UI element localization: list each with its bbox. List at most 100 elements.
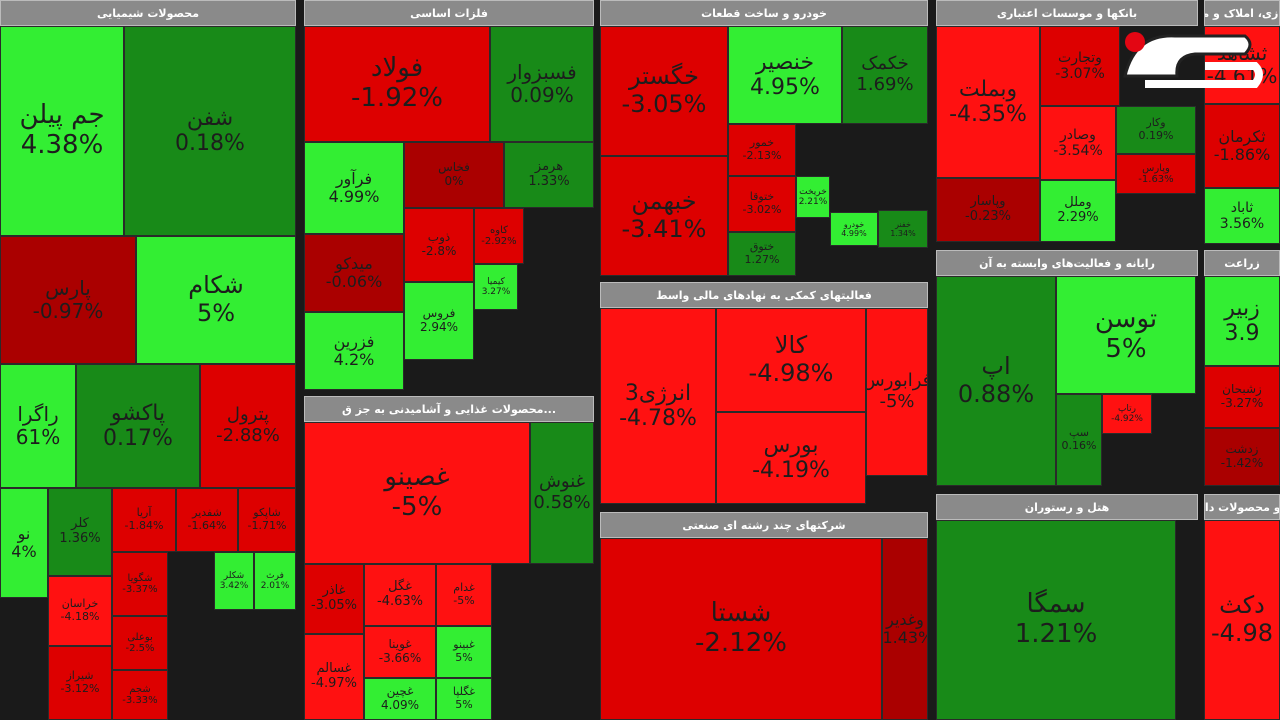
tile-change: 0.88% xyxy=(958,381,1034,409)
treemap-tile[interactable]: خراسان -4.18% xyxy=(48,576,112,646)
treemap-tile[interactable]: غچین 4.09% xyxy=(364,678,436,720)
treemap-tile[interactable]: خگستر -3.05% xyxy=(600,26,728,156)
tile-symbol: میدکو xyxy=(335,255,373,273)
treemap-tile[interactable]: شگویا -3.37% xyxy=(112,552,168,616)
treemap-tile[interactable]: غوینا -3.66% xyxy=(364,626,436,678)
treemap-tile[interactable]: خمور -2.13% xyxy=(728,124,796,176)
tile-change: 1.27% xyxy=(745,254,780,267)
treemap-tile[interactable]: ذوب -2.8% xyxy=(404,208,474,282)
treemap-tile[interactable]: اپ 0.88% xyxy=(936,276,1056,486)
treemap-tile[interactable]: وبملت -4.35% xyxy=(936,26,1040,178)
tile-symbol: وپاسار xyxy=(971,195,1006,210)
treemap-tile[interactable]: شکام 5% xyxy=(136,236,296,364)
tile-change: 1.36% xyxy=(59,532,100,547)
treemap-tile[interactable]: انرژی3 -4.78% xyxy=(600,308,716,504)
treemap-tile[interactable]: خودرو 4.99% xyxy=(830,212,878,246)
sector-header: شرکتهای چند رشته ای صنعتی xyxy=(600,512,928,538)
treemap-tile[interactable]: سمگا 1.21% xyxy=(936,520,1176,720)
treemap-tile[interactable]: وصادر -3.54% xyxy=(1040,106,1116,180)
treemap-tile[interactable]: راگرا 61% xyxy=(0,364,76,488)
treemap-tile[interactable]: کالا -4.98% xyxy=(716,308,866,412)
treemap-tile[interactable]: زدشت -1.42% xyxy=(1204,428,1280,486)
treemap-tile[interactable]: خبهمن -3.41% xyxy=(600,156,728,276)
treemap-tile[interactable]: بوعلی -2.5% xyxy=(112,616,168,670)
treemap-tile[interactable]: وغدیر-1.43% xyxy=(882,538,928,720)
treemap-tile[interactable]: غگل -4.63% xyxy=(364,564,436,626)
treemap-tile[interactable]: فسبزوار 0.09% xyxy=(490,26,594,142)
tile-change: 5% xyxy=(455,652,472,665)
treemap-tile[interactable]: خکمک 1.69% xyxy=(842,26,928,124)
treemap-tile[interactable]: جم پیلن 4.38% xyxy=(0,26,124,236)
treemap-tile[interactable]: خریخت 2.21% xyxy=(796,176,830,218)
tile-change: -1.43% xyxy=(882,629,928,647)
tile-symbol: فروس xyxy=(423,307,456,321)
treemap-tile[interactable]: فرابورس -5% xyxy=(866,308,928,476)
treemap-tile[interactable]: سپ 0.16% xyxy=(1056,394,1102,486)
treemap-tile[interactable]: پارس -0.97% xyxy=(0,236,136,364)
treemap-tile[interactable]: دکث -4.98 xyxy=(1204,520,1280,720)
treemap-tile[interactable]: غنوش 0.58% xyxy=(530,422,594,564)
treemap-tile[interactable]: شکلر 3.42% xyxy=(214,552,254,610)
treemap-tile[interactable]: ثاباد 3.56% xyxy=(1204,188,1280,244)
tile-change: -0.06% xyxy=(326,273,383,291)
tile-change: -1.42% xyxy=(1221,457,1263,471)
treemap-tile[interactable]: وملل 2.29% xyxy=(1040,180,1116,242)
treemap-tile[interactable]: کلر 1.36% xyxy=(48,488,112,576)
treemap-tile[interactable]: شفن 0.18% xyxy=(124,26,296,236)
treemap-tile[interactable]: غصینو -5% xyxy=(304,422,530,564)
treemap-tile[interactable]: هرمز 1.33% xyxy=(504,142,594,208)
treemap-tile[interactable]: فخاس 0% xyxy=(404,142,504,208)
treemap-tile[interactable]: وپاسار -0.23% xyxy=(936,178,1040,242)
treemap-tile[interactable]: شفدیر -1.64% xyxy=(176,488,238,552)
treemap-tile[interactable]: میدکو -0.06% xyxy=(304,234,404,312)
treemap-tile[interactable]: نو 4% xyxy=(0,488,48,598)
tile-change: -4.98% xyxy=(749,360,834,388)
treemap-tile[interactable]: پاکشو 0.17% xyxy=(76,364,200,488)
treemap-tile[interactable]: وپارس -1.63% xyxy=(1116,154,1196,194)
treemap-tile[interactable]: غسالم -4.97% xyxy=(304,634,364,720)
treemap-tile[interactable]: بورس -4.19% xyxy=(716,412,866,504)
treemap-tile[interactable]: شیراز -3.12% xyxy=(48,646,112,720)
tile-symbol: ثکرمان xyxy=(1218,128,1265,146)
tile-change: -0.23% xyxy=(965,210,1011,225)
treemap-tile[interactable]: زشبحان -3.27% xyxy=(1204,366,1280,428)
tile-change: -1.71% xyxy=(248,520,287,533)
tile-change: -3.12% xyxy=(61,683,100,696)
treemap-tile[interactable]: فرآور 4.99% xyxy=(304,142,404,234)
tile-symbol: غاذر xyxy=(323,584,346,599)
treemap-tile[interactable]: ختوق 1.27% xyxy=(728,232,796,276)
treemap-tile[interactable]: فزرین 4.2% xyxy=(304,312,404,390)
treemap-tile[interactable]: ختوقا -3.02% xyxy=(728,176,796,232)
treemap-tile[interactable]: شجم -3.33% xyxy=(112,670,168,720)
tile-change: -4.18% xyxy=(61,611,100,624)
tile-symbol: غگل xyxy=(388,580,412,595)
treemap-tile[interactable]: رتاپ -4.92% xyxy=(1102,394,1152,434)
treemap-tile[interactable]: غگلپا 5% xyxy=(436,678,492,720)
tile-symbol: خکمک xyxy=(861,54,909,75)
tile-change: -3.05% xyxy=(622,91,707,119)
treemap-tile[interactable]: خفنر 1.34% xyxy=(878,210,928,248)
sector-header: محصولات غذایی و آشامیدنی به جز ق... xyxy=(304,396,594,422)
treemap-tile[interactable]: غبینو 5% xyxy=(436,626,492,678)
treemap-tile[interactable]: کیمیا 3.27% xyxy=(474,264,518,310)
tile-change: 0.58% xyxy=(533,493,590,514)
treemap-tile[interactable]: کاوه -2.92% xyxy=(474,208,524,264)
treemap-tile[interactable]: پترول -2.88% xyxy=(200,364,296,488)
treemap-tile[interactable]: فروس 2.94% xyxy=(404,282,474,360)
treemap-tile[interactable]: خنصیر 4.95% xyxy=(728,26,842,124)
treemap-tile[interactable]: توسن 5% xyxy=(1056,276,1196,394)
treemap-tile[interactable]: فرث 2.01% xyxy=(254,552,296,610)
tile-change: 0% xyxy=(444,175,463,189)
treemap-tile[interactable]: زبیر 3.9 xyxy=(1204,276,1280,366)
treemap-tile[interactable]: غاذر -3.05% xyxy=(304,564,364,634)
tile-change: 3.42% xyxy=(220,581,249,591)
treemap-tile[interactable]: وکار 0.19% xyxy=(1116,106,1196,154)
treemap-tile[interactable]: ثکرمان -1.86% xyxy=(1204,104,1280,188)
treemap-tile[interactable]: غدام -5% xyxy=(436,564,492,626)
treemap-tile[interactable]: فولاد -1.92% xyxy=(304,26,490,142)
treemap-tile[interactable]: آریا -1.84% xyxy=(112,488,176,552)
treemap-tile[interactable]: شاپکو -1.71% xyxy=(238,488,296,552)
tile-change: 0.17% xyxy=(103,426,173,451)
tile-symbol: انرژی3 xyxy=(625,381,691,406)
treemap-tile[interactable]: شستا -2.12% xyxy=(600,538,882,720)
